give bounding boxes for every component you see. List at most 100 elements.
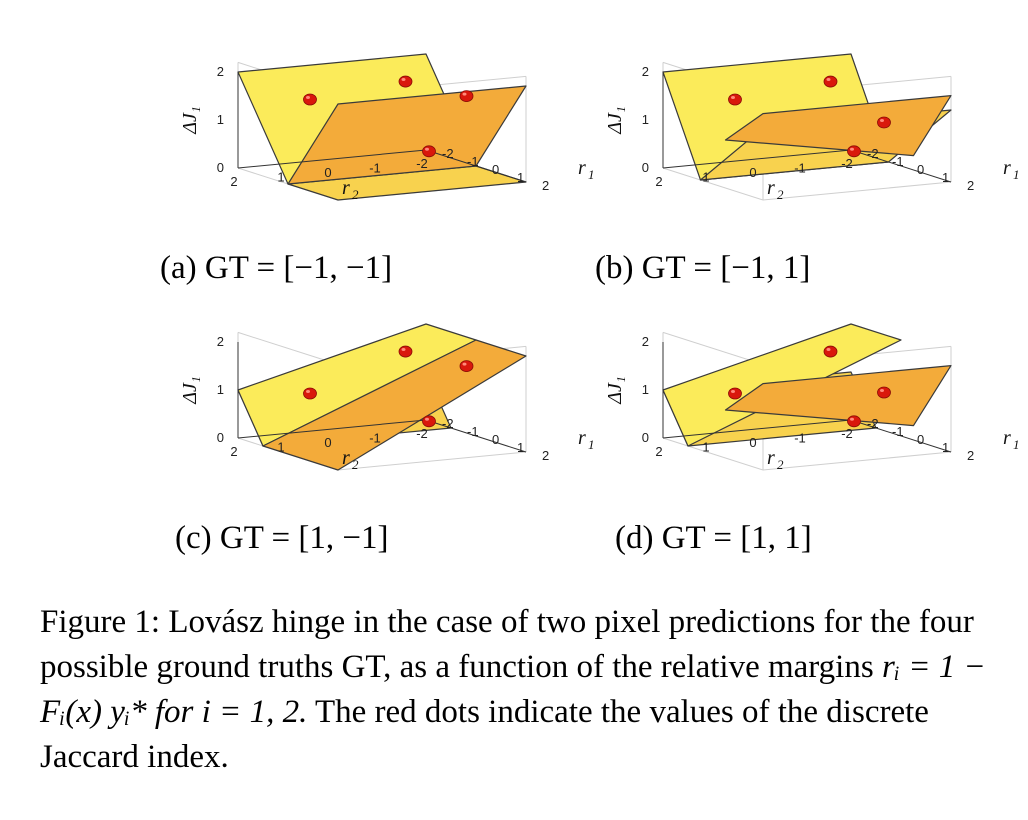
caption-text-1: Lovász hinge in the case of two pixel pr…	[40, 604, 974, 685]
r1-axis-label: r	[1003, 427, 1011, 449]
r1-axis-sub: 1	[1013, 437, 1020, 452]
jaccard-dot	[823, 75, 838, 88]
axis-line	[850, 419, 952, 453]
jaccard-dot-highlight	[880, 119, 884, 122]
panel-a: 0 1 2 2 1 0 -1 -2 -2 -1 0 1 2 ΔJ₁ r 2 r 1	[120, 20, 595, 240]
r1-tick-label: -2	[867, 416, 879, 431]
jaccard-dot-highlight	[401, 78, 406, 82]
r2-axis-sub: 2	[777, 457, 784, 472]
jaccard-dot-highlight	[425, 417, 429, 421]
panel-c: 0 1 2 2 1 0 -1 -2 -2 -1 0 1 2 ΔJ₁ r 2 r 1	[120, 290, 595, 510]
caption-text-2: The red dots indicate the values of the …	[40, 694, 929, 775]
r1-tick-label: 0	[917, 432, 924, 447]
r2-tick-label: -2	[841, 156, 853, 171]
jaccard-dot	[728, 387, 742, 400]
jaccard-dot-highlight	[462, 92, 467, 96]
r1-tick-label: 1	[942, 170, 949, 185]
subcaption-a: (a) GT = [−1, −1]	[160, 250, 393, 286]
r2-tick-label: -1	[794, 161, 806, 176]
r1-tick-label: -2	[442, 416, 454, 431]
axis-line	[237, 419, 427, 439]
axis-box-line	[762, 451, 952, 471]
z-tick-label: 1	[217, 382, 224, 397]
r1-tick-label: 1	[942, 440, 949, 455]
subcaption-c: (c) GT = [1, −1]	[175, 520, 389, 556]
r2-tick-label: 0	[749, 165, 756, 180]
r1-tick-label: 0	[492, 432, 499, 447]
r2-tick-label: -2	[841, 426, 853, 441]
r1-tick-label: -2	[867, 146, 879, 161]
z-tick-label: 2	[217, 334, 224, 349]
jaccard-dot	[422, 415, 436, 428]
r1-tick-label: -1	[467, 424, 479, 439]
r2-tick-label: 1	[702, 440, 709, 455]
r2-axis-sub: 2	[352, 457, 359, 472]
z-tick-label: 1	[642, 382, 649, 397]
jaccard-dot	[398, 345, 413, 358]
z-tick-label: 1	[642, 112, 649, 127]
axis-line	[237, 149, 427, 169]
jaccard-dot-highlight	[401, 348, 406, 352]
surface-face	[262, 339, 527, 471]
r1-axis-label: r	[578, 427, 586, 449]
r2-tick-label: 0	[749, 435, 756, 450]
r1-axis-label: r	[1003, 157, 1011, 179]
z-tick-label: 1	[217, 112, 224, 127]
jaccard-dot-highlight	[826, 348, 831, 352]
r1-tick-label: 2	[967, 448, 974, 463]
r1-tick-label: 2	[542, 178, 549, 193]
jaccard-dot	[398, 75, 413, 88]
z-tick-label: 0	[217, 430, 224, 445]
axis-box-line	[337, 451, 527, 471]
axis-box-line	[762, 181, 952, 201]
axis-box-line	[237, 331, 339, 365]
axis-box-line	[662, 331, 764, 365]
r2-tick-label: 0	[324, 165, 331, 180]
jaccard-dot-highlight	[731, 390, 735, 393]
r1-axis-sub: 1	[1013, 167, 1020, 182]
jaccard-dot	[459, 360, 474, 372]
r1-axis-sub: 1	[588, 437, 595, 452]
r1-tick-label: -2	[442, 146, 454, 161]
r2-axis-label: r	[342, 447, 350, 469]
r1-tick-label: 1	[517, 440, 524, 455]
r2-tick-label: -2	[416, 426, 428, 441]
r1-axis-sub: 1	[588, 167, 595, 182]
jaccard-dot	[459, 90, 474, 102]
r2-axis-sub: 2	[352, 187, 359, 202]
r1-tick-label: 1	[517, 170, 524, 185]
z-tick-label: 0	[642, 430, 649, 445]
jaccard-dot	[877, 116, 891, 129]
jaccard-dot	[877, 386, 891, 399]
r2-axis-label: r	[342, 177, 350, 199]
r1-axis-label: r	[578, 157, 586, 179]
jaccard-dot-highlight	[826, 78, 831, 82]
figure-label: Figure 1:	[40, 604, 161, 640]
jaccard-dot-highlight	[850, 147, 854, 151]
z-axis-label: ΔJ₁	[179, 376, 201, 405]
r2-tick-label: 2	[655, 174, 662, 189]
jaccard-dot	[303, 387, 317, 400]
z-axis-label: ΔJ₁	[604, 106, 626, 135]
r1-tick-label: 0	[917, 162, 924, 177]
r2-tick-label: -1	[369, 161, 381, 176]
jaccard-dot-highlight	[850, 417, 854, 421]
r2-axis-label: r	[767, 447, 775, 469]
r2-tick-label: 1	[702, 170, 709, 185]
r2-tick-label: 1	[277, 440, 284, 455]
r2-tick-label: 2	[230, 444, 237, 459]
jaccard-dot	[422, 145, 436, 158]
figure-caption: Figure 1: Lovász hinge in the case of tw…	[40, 600, 990, 780]
jaccard-dot	[303, 93, 317, 106]
z-tick-label: 2	[642, 64, 649, 79]
jaccard-dot-highlight	[425, 147, 429, 151]
axis-line	[425, 149, 527, 183]
r2-tick-label: 0	[324, 435, 331, 450]
z-axis-label: ΔJ₁	[604, 376, 626, 405]
r2-axis-label: r	[767, 177, 775, 199]
axis-line	[425, 419, 527, 453]
jaccard-dot	[847, 415, 861, 428]
